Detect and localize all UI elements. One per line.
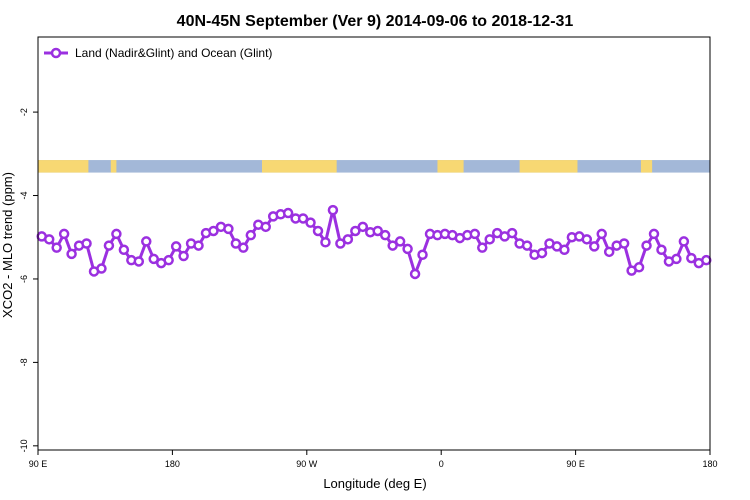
data-point [170,241,182,252]
data-point [193,240,204,251]
land-ocean-band [38,160,710,173]
x-tick-label: 0 [439,459,444,469]
land-span [640,160,653,173]
land-span [437,160,464,173]
data-point [477,242,488,253]
data-point [589,241,600,252]
data-point [469,228,481,240]
data-point [51,242,62,253]
data-point [536,247,548,259]
data-point [633,262,645,273]
data-point [603,246,615,258]
x-tick-label: 180 [702,459,717,469]
data-point [372,225,383,237]
data-point [506,227,518,239]
data-point [111,228,122,240]
data-point [305,217,316,228]
data-point [417,249,428,261]
data-point [208,225,219,237]
data-point [58,228,70,240]
data-point [81,238,92,249]
data-point [641,240,652,251]
data-point [245,229,257,241]
data-point [342,234,354,245]
x-axis-label: Longitude (deg E) [323,476,426,491]
legend: Land (Nadir&Glint) and Ocean (Glint) [44,46,272,60]
data-point [559,244,570,256]
data-point [596,228,607,240]
chart-title: 40N-45N September (Ver 9) 2014-09-06 to … [177,13,574,30]
land-span [262,160,337,173]
y-tick-label: -10 [19,439,29,452]
land-span [519,160,578,173]
y-tick-label: -2 [19,108,29,116]
land-span [110,160,117,173]
data-point [118,244,130,256]
data-point [297,213,309,224]
data-point [379,229,391,241]
x-tick-label: 90 W [296,459,318,469]
data-point [671,253,682,265]
data-point [402,243,413,255]
data-point [648,228,660,240]
legend-marker [50,47,62,59]
axes: 90 E 180 90 W 0 90 E 180 -2 -4 -6 -8 -10 [19,108,718,469]
data-point [581,234,593,245]
data-point [178,250,189,262]
data-point [223,223,234,235]
y-tick-label: -4 [19,192,29,200]
x-tick-label: 180 [165,459,180,469]
data-point [312,225,324,237]
data-point [484,234,495,245]
data-point [686,252,697,264]
x-tick-label: 90 E [566,459,585,469]
data-point [163,254,174,266]
data-point [260,221,271,233]
data-point [350,225,361,237]
ocean-band [38,160,710,173]
data-point [394,236,406,247]
data-point [148,253,159,265]
data-point [678,236,690,247]
data-point [387,240,398,251]
y-tick-label: -8 [19,358,29,366]
data-point [357,221,369,233]
data-point [656,244,667,256]
y-tick-label: -6 [19,275,29,283]
data-point [327,204,339,216]
data-point [521,240,533,251]
data-point [282,207,294,219]
data-point [133,256,145,267]
data-point [43,234,55,245]
data-point [141,236,152,247]
data-point [409,268,421,280]
data-point [618,238,630,249]
series-layer [36,204,712,280]
land-span [38,160,89,173]
data-point [103,240,115,251]
data-point [96,263,107,274]
data-point [230,238,242,249]
data-point [238,242,249,253]
x-tick-label: 90 E [29,459,48,469]
data-point [701,254,712,266]
plot-frame [37,36,711,451]
data-point [66,248,77,260]
y-axis-label: XCO2 - MLO trend (ppm) [0,172,15,318]
data-point [335,238,346,249]
data-point [320,236,331,248]
legend-label: Land (Nadir&Glint) and Ocean (Glint) [75,46,272,60]
